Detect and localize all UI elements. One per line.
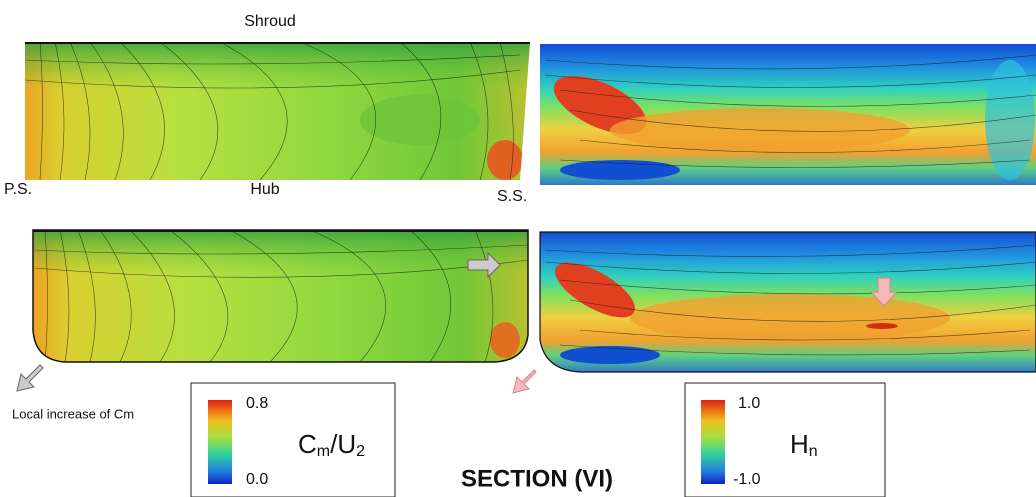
colorbar-min: -1.0 [733, 471, 761, 488]
shroud-label: Shroud [244, 13, 296, 30]
cm-panel-bottom [30, 226, 535, 366]
figure: Shroud Hub P.S. S.S. Local increase of C… [0, 0, 1036, 497]
colorbar-max: 1.0 [738, 395, 760, 412]
colorbar [208, 400, 232, 484]
cm-panel-top [20, 38, 535, 188]
hub-label: Hub [250, 181, 279, 198]
ps-label: P.S. [4, 181, 32, 198]
hn-panel-bottom [540, 228, 1036, 378]
arrow [17, 365, 43, 391]
section-title: SECTION (VI) [461, 465, 613, 492]
arrow [513, 370, 536, 393]
colorbar-title: Cm/U2 [298, 429, 365, 460]
ss-label: S.S. [497, 188, 527, 205]
hn-panel-top [540, 40, 1036, 190]
note: Local increase of Cm [12, 406, 134, 421]
colorbar [701, 400, 725, 484]
colorbar-max: 0.8 [246, 395, 268, 412]
colorbar-min: 0.0 [246, 471, 268, 488]
